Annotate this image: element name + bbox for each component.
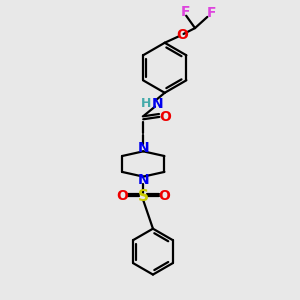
Text: S: S (138, 189, 149, 204)
Text: O: O (159, 110, 171, 124)
Text: N: N (137, 141, 149, 155)
Text: O: O (158, 189, 170, 203)
Text: N: N (137, 173, 149, 187)
Text: O: O (116, 189, 128, 203)
Text: F: F (207, 6, 216, 20)
Text: H: H (141, 97, 152, 110)
Text: O: O (177, 28, 189, 42)
Text: F: F (181, 4, 190, 19)
Text: N: N (152, 97, 163, 111)
